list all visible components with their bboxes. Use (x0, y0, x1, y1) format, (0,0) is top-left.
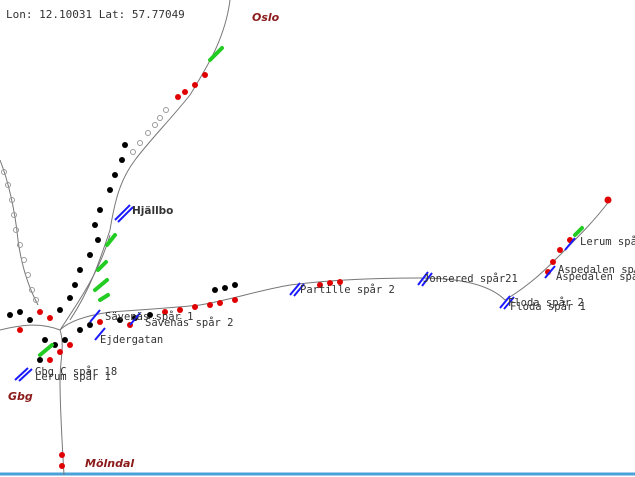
station-label-ejdergatan: Ejdergatan (100, 334, 163, 346)
green-markers (38, 46, 584, 357)
track-oslo-line (69, 0, 231, 321)
station-label-hjallbo: Hjällbo (132, 205, 173, 217)
red-markers (17, 72, 612, 469)
station-label-aspedalen-1: Aspedalen spår 1 (556, 270, 635, 283)
station-label-savenas: Sävenäs spår 2 (145, 316, 234, 329)
track-south-line (0, 324, 65, 476)
railway-tracks (0, 0, 611, 476)
track-east-line (59, 277, 506, 331)
black-markers (7, 142, 238, 363)
coordinate-readout: Lon: 12.10031 Lat: 57.77049 (6, 8, 185, 21)
city-label-molndal: Mölndal (85, 457, 134, 470)
track-northeast-line (504, 199, 611, 301)
station-label-partille: Partille spår 2 (300, 283, 395, 296)
station-label-lerum: Lerum spår 2 (580, 235, 635, 248)
city-label-oslo: Oslo (252, 11, 280, 24)
station-label-jonsered: Jonsered spår21 (423, 272, 518, 285)
station-label-floda-1: Floda spår 1 (510, 300, 586, 313)
track-west-line (0, 159, 39, 306)
station-label-savenas-1: Sävenäs spår 1 (105, 310, 194, 323)
station-label-gbg-c: Gbg C spår 18 (35, 365, 117, 378)
station-label-floda: Floda spår 2 (508, 296, 584, 309)
station-label-lerum-1: Lerum spår 1 (35, 370, 111, 383)
city-label-gbg: Gbg (8, 390, 33, 403)
station-label-aspedalen: Aspedalen spår 2 (558, 263, 635, 276)
blue-markers (14, 204, 576, 382)
track-nodes (1, 107, 169, 303)
